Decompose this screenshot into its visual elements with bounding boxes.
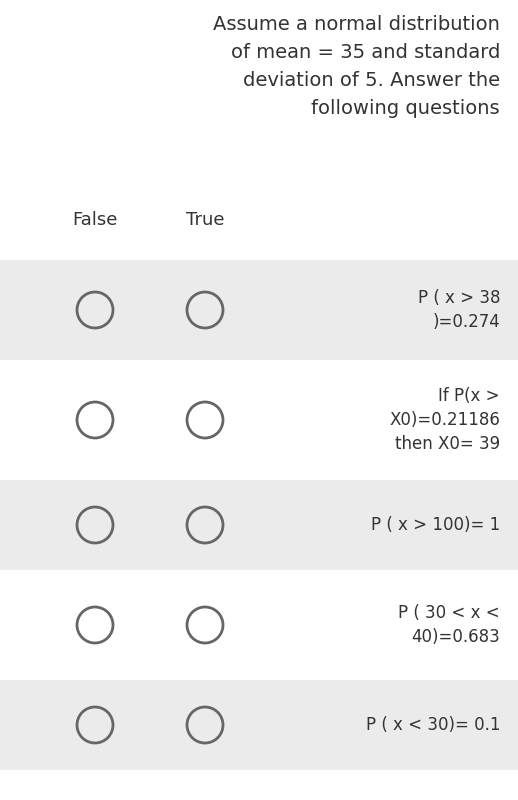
Text: P ( x > 100)= 1: P ( x > 100)= 1 xyxy=(371,516,500,534)
Ellipse shape xyxy=(77,607,113,643)
Text: P ( 30 < x <
40)=0.683: P ( 30 < x < 40)=0.683 xyxy=(398,604,500,646)
Text: True: True xyxy=(186,211,224,229)
Ellipse shape xyxy=(77,507,113,543)
Ellipse shape xyxy=(187,402,223,438)
Ellipse shape xyxy=(77,707,113,743)
Text: If P(x >
X0)=0.21186
then X0= 39: If P(x > X0)=0.21186 then X0= 39 xyxy=(389,387,500,453)
Ellipse shape xyxy=(187,507,223,543)
Bar xyxy=(0,260,518,360)
Text: P ( x < 30)= 0.1: P ( x < 30)= 0.1 xyxy=(366,716,500,734)
Ellipse shape xyxy=(77,402,113,438)
Text: P ( x > 38
)=0.274: P ( x > 38 )=0.274 xyxy=(418,289,500,331)
Ellipse shape xyxy=(187,292,223,328)
Text: False: False xyxy=(73,211,118,229)
Ellipse shape xyxy=(187,607,223,643)
Bar xyxy=(0,480,518,570)
Text: Assume a normal distribution
of mean = 35 and standard
deviation of 5. Answer th: Assume a normal distribution of mean = 3… xyxy=(213,15,500,118)
Bar xyxy=(0,680,518,770)
Ellipse shape xyxy=(187,707,223,743)
Ellipse shape xyxy=(77,292,113,328)
